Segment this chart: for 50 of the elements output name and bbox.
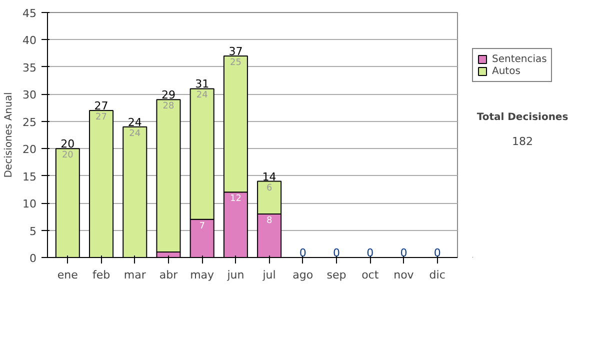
- total-label: 24: [128, 116, 142, 129]
- y-axis-title: Decisiones Anual: [4, 92, 15, 178]
- total-label: 29: [161, 88, 176, 102]
- total-label: 0: [366, 246, 374, 260]
- y-tick-label: 45: [22, 7, 37, 20]
- total-label: 0: [434, 246, 441, 260]
- text: Total Decisiones: [476, 112, 568, 123]
- x-tick-label: dic: [429, 268, 446, 282]
- x-tick-label: mar: [124, 268, 146, 282]
- data-label: 24: [129, 128, 141, 139]
- total-label: 20: [60, 138, 75, 151]
- data-label: 24: [196, 90, 208, 101]
- total-label: 0: [400, 246, 408, 260]
- y-tick-label: 15: [22, 170, 37, 184]
- total-label: 0: [299, 246, 306, 260]
- data-label: 27: [96, 112, 107, 122]
- legend-label: Sentencias: [492, 53, 547, 65]
- x-tick-label: feb: [92, 268, 110, 282]
- data-label: 12: [230, 194, 242, 204]
- legend-label: Autos: [492, 65, 520, 77]
- y-tick-label: 5: [30, 224, 36, 238]
- total-label: 31: [195, 78, 210, 91]
- data-label: 20: [62, 150, 74, 161]
- text: 182: [512, 134, 533, 148]
- data-label: 8: [266, 216, 272, 226]
- y-tick-label: 35: [22, 61, 37, 74]
- total-label: 27: [94, 100, 108, 112]
- data-label: 6: [266, 183, 272, 194]
- total-label: 0: [333, 246, 340, 260]
- total-label: 37: [228, 45, 243, 58]
- total-label: 14: [262, 170, 276, 184]
- x-tick-label: ago: [292, 268, 314, 282]
- y-tick-label: 10: [22, 198, 37, 211]
- data-label: 25: [230, 58, 242, 68]
- x-tick-label: abr: [159, 268, 178, 282]
- x-tick-label: nov: [394, 268, 414, 282]
- y-tick-label: 25: [22, 116, 37, 129]
- x-tick-label: sep: [326, 268, 346, 282]
- x-tick-label: may: [190, 268, 215, 282]
- x-tick-label: jun: [226, 268, 244, 282]
- data-label: 28: [162, 102, 174, 112]
- y-tick-label: 0: [30, 252, 36, 265]
- y-tick-label: 20: [22, 143, 37, 156]
- bar: [156, 99, 181, 253]
- data-label: 7: [199, 221, 205, 232]
- x-tick-label: jul: [262, 268, 276, 282]
- y-tick-label: 40: [22, 34, 37, 48]
- x-tick-label: ene: [57, 268, 78, 282]
- y-tick-label: 30: [22, 88, 37, 102]
- x-tick-label: oct: [362, 268, 380, 282]
